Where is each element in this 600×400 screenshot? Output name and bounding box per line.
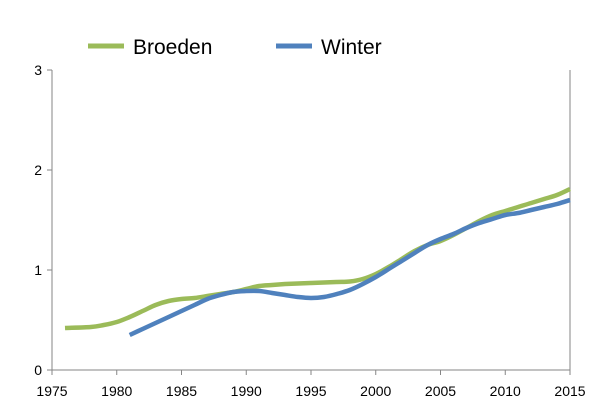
x-tick-label: 1975 — [36, 383, 67, 399]
x-tick-label: 1985 — [166, 383, 197, 399]
y-axis-ticks: 0 1 2 3 — [34, 62, 52, 378]
y-tick-label: 2 — [34, 162, 42, 178]
x-tick-label: 2000 — [360, 383, 391, 399]
x-tick-label: 2015 — [554, 383, 585, 399]
x-tick-label: 1995 — [295, 383, 326, 399]
series-line-broeden — [64, 186, 571, 331]
y-tick-label: 0 — [34, 362, 42, 378]
x-tick-label: 2005 — [425, 383, 456, 399]
y-tick-label: 3 — [34, 62, 42, 78]
x-axis-ticks: 1975 1980 1985 1990 1995 2000 2005 2010 2015 — [36, 370, 586, 399]
x-tick-label: 1980 — [101, 383, 132, 399]
legend-label-broeden: Broeden — [133, 36, 212, 59]
series-line-winter — [128, 197, 571, 338]
x-tick-label: 2010 — [490, 383, 521, 399]
x-tick-label: 1990 — [231, 383, 262, 399]
y-tick-label: 1 — [34, 262, 42, 278]
legend: Broeden Winter — [88, 36, 382, 59]
series-layer — [64, 186, 571, 338]
legend-label-winter: Winter — [321, 36, 382, 59]
